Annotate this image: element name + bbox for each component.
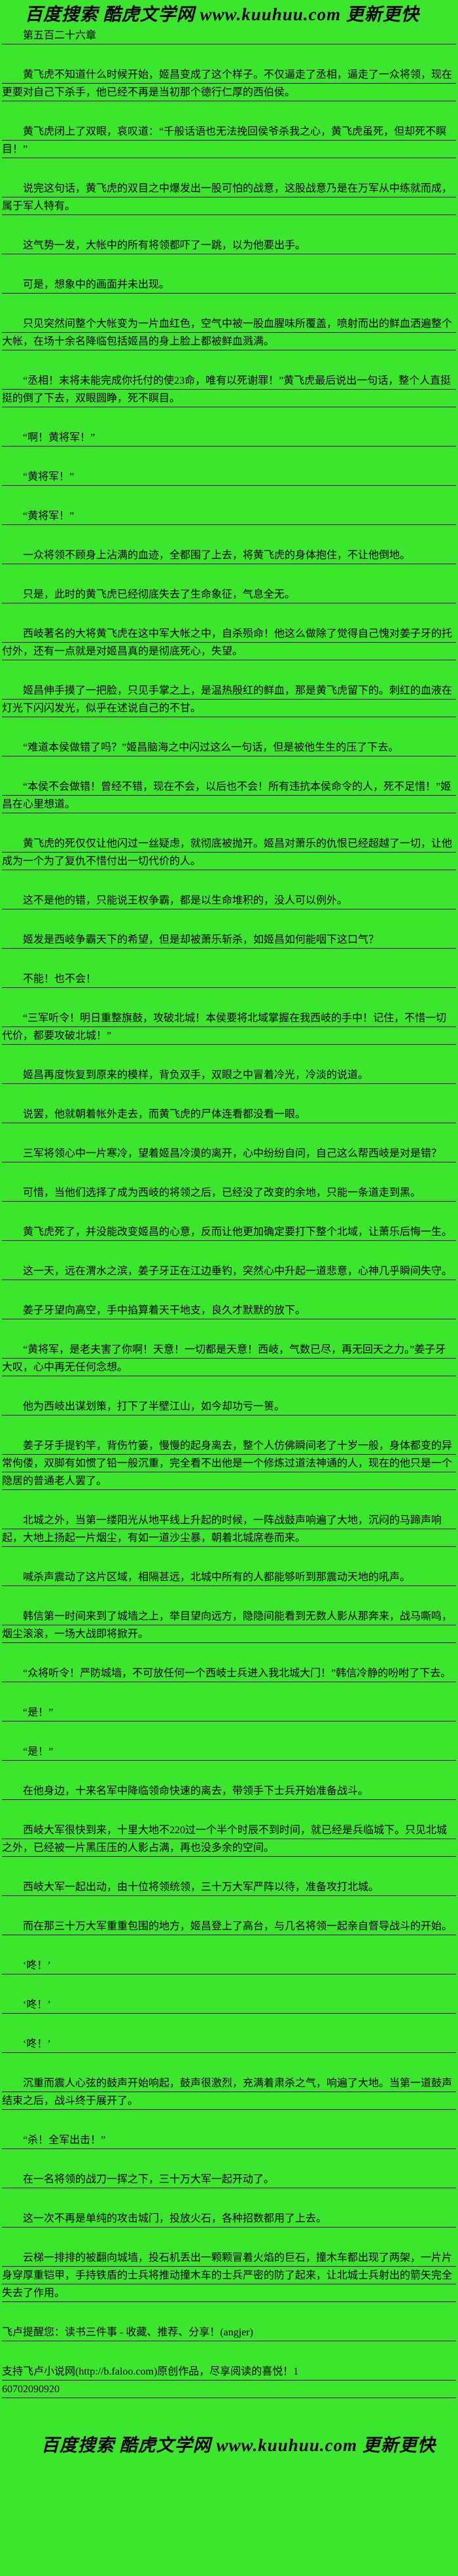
paragraph: “是！” <box>2 1743 456 1761</box>
paragraph: 姬昌再度恢复到原来的模样，背负双手，双眼之中冒着冷光，冷淡的说道。 <box>2 1066 456 1084</box>
paragraph: ‘咚！’ <box>2 2035 456 2053</box>
paragraph: 这一次不再是单纯的攻击城门，投放火石，各种招数都用了上去。 <box>2 2210 456 2228</box>
paragraph: “黄将军！” <box>2 507 456 525</box>
paragraph: 不能！也不会！ <box>2 970 456 988</box>
paragraph: “黄将军，是老夫害了你啊！天意！一切都是天意！西岐，气数已尽，再无回天之力。”姜… <box>2 1341 456 1376</box>
paragraph: 姜子牙手提钓竿，背伤竹篓，慢慢的起身离去，整个人仿佛瞬间老了十岁一般，身体都变的… <box>2 1437 456 1490</box>
paragraph: 说罢，他就朝着帐外走去，而黄飞虎的尸体连看都没看一眼。 <box>2 1106 456 1123</box>
paragraph: 沉重而震人心弦的鼓声开始响起，鼓声很激烈，充满着肃杀之气，响遍了大地。当第一道鼓… <box>2 2075 456 2110</box>
paragraph: 可是，想象中的画面并未出现。 <box>2 276 456 294</box>
paragraph: “众将听令！严防城墙，不可放任何一个西岐士兵进入我北城大门！”韩信冷静的吩咐了下… <box>2 1665 456 1682</box>
paragraph: 黄飞虎闭上了双眼，哀叹道：“千般话语也无法挽回侯爷杀我之心，黄飞虎虽死，但却死不… <box>2 123 456 158</box>
paragraph: 三军将领心中一片寒冷，望着姬昌冷漠的离开，心中纷纷自问，自己这么帮西岐是对是错？ <box>2 1145 456 1162</box>
paragraph: 西岐著名的大将黄飞虎在这中军大帐之中，自杀殒命！他这么做除了觉得自己愧对姜子牙的… <box>2 625 456 660</box>
paragraph: 黄飞虎的死仅仅让他闪过一丝疑虑，就彻底被抛开。姬昌对萧乐的仇恨已经超越了一切，让… <box>2 835 456 870</box>
paragraph: 只是，此时的黄飞虎已经彻底失去了生命象征，气息全无。 <box>2 586 456 603</box>
paragraph: 他为西岐出谋划策，打下了半壁江山，如今却功亏一篑。 <box>2 1398 456 1415</box>
reminder-line: 飞卢提醒您：读书三件事 - 收藏、推荐、分享！(angjer) <box>2 2324 456 2341</box>
paragraph: 北城之外，当第一缕阳光从地平线上升起的时候，一阵战鼓声响遍了大地，沉闷的马蹄声响… <box>2 1512 456 1547</box>
paragraph: “啊！黄将军！” <box>2 429 456 447</box>
paragraph: “三军听令！明日重整旗鼓，攻破北城！本侯要将北域掌握在我西岐的手中！记住，不惜一… <box>2 1009 456 1045</box>
paragraph: 这一天，远在渭水之滨，姜子牙正在江边垂钓，突然心中升起一道悲意，心神几乎瞬间失守… <box>2 1263 456 1280</box>
paragraph: 黄飞虎不知道什么时候开始，姬昌变成了这个样子。不仅逼走了丞相，逼走了一众将领，现… <box>2 66 456 101</box>
paragraph: 这气势一发，大帐中的所有将领都吓了一跳，以为他要出手。 <box>2 237 456 254</box>
paragraph: “本侯不会做错！曾经不错，现在不会，以后也不会！所有违抗本侯命令的人，死不足惜！… <box>2 778 456 813</box>
paragraph: 姜子牙望向高空，手中掐算着天干地支，良久才默默的放下。 <box>2 1302 456 1319</box>
paragraph: 在一名将领的战刀一挥之下，三十万大军一起开动了。 <box>2 2171 456 2188</box>
paragraph: “是！” <box>2 1704 456 1721</box>
support-line-1: 支持飞卢小说网(http://b.faloo.com)原创作品，尽享阅读的喜悦！… <box>2 2366 299 2377</box>
paragraphs: 黄飞虎不知道什么时候开始，姬昌变成了这个样子。不仅逼走了丞相，逼走了一众将领，现… <box>2 66 456 2302</box>
paragraph: ‘咚！’ <box>2 1996 456 2014</box>
chapter-title: 第五百二十六章 <box>2 27 456 44</box>
paragraph: 说完这句话，黄飞虎的双目之中爆发出一股可怕的战意，这股战意乃是在万军从中练就而成… <box>2 180 456 215</box>
site-banner-top: 百度搜索 酷虎文学网 www.kuuhuu.com 更新更快 <box>25 5 419 24</box>
paragraph: 黄飞虎死了，并没能改变姬昌的心意，反而让他更加确定要打下整个北域，让萧乐后悔一生… <box>2 1223 456 1241</box>
support-line-2: 60702090920 <box>2 2384 60 2395</box>
paragraph: “丞相！末将未能完成你托付的使23命，唯有以死谢罪！”黄飞虎最后说出一句话，整个… <box>2 372 456 407</box>
paragraph: “杀！全军出击！” <box>2 2131 456 2149</box>
paragraph: 在他身边，十来名军中降临领命快速的离去，带领手下士兵开始准备战斗。 <box>2 1782 456 1800</box>
paragraph: 一众将领不顾身上沾满的血迹，全都围了上去，将黄飞虎的身体抱住，不让他倒地。 <box>2 547 456 564</box>
novel-page: 百度搜索 酷虎文学网 www.kuuhuu.com 更新更快 第五百二十六章 黄… <box>2 5 456 2455</box>
paragraph: “难道本侯做错了吗？”姬昌脑海之中闪过这么一句话，但是被他生生的压了下去。 <box>2 739 456 756</box>
paragraph: 而在那三十万大军重重包围的地方，姬昌登上了高台，与几名将领一起亲自督导战斗的开始… <box>2 1918 456 1935</box>
paragraph: 西岐大军一起出动，由十位将领统领，三十万大军严阵以待，准备攻打北城。 <box>2 1878 456 1896</box>
support-paragraph: 支持飞卢小说网(http://b.faloo.com)原创作品，尽享阅读的喜悦！… <box>2 2363 456 2398</box>
paragraph: 可惜，当他们选择了成为西岐的将领之后，已经没了改变的余地，只能一条道走到黑。 <box>2 1184 456 1202</box>
paragraph: 韩信第一时间来到了城墙之上，举目望向远方，隐隐间能看到无数人影从那奔来，战马嘶鸣… <box>2 1608 456 1643</box>
paragraph: 西岐大军很快到来，十里大地不220过一个半个时辰不到时间，就已经是兵临城下。只见… <box>2 1822 456 1857</box>
paragraph: 这不是他的错，只能说王权争霸，都是以生命堆积的，没人可以例外。 <box>2 892 456 909</box>
paragraph: “黄将军！” <box>2 468 456 486</box>
site-banner-bottom: 百度搜索 酷虎文学网 www.kuuhuu.com 更新更快 <box>41 2435 436 2455</box>
paragraph: 只见突然间整个大帐变为一片血红色，空气中被一股血腥味所覆盖，喷射而出的鲜血洒遍整… <box>2 315 456 350</box>
paragraph: 姬昌伸手摸了一把脸，只见手掌之上，是温热殷红的鲜血，那是黄飞虎留下的。刺红的血液… <box>2 682 456 717</box>
footer: 飞卢提醒您：读书三件事 - 收藏、推荐、分享！(angjer) 支持飞卢小说网(… <box>2 2324 456 2398</box>
paragraph: ‘咚！’ <box>2 1957 456 1974</box>
paragraph: 姬发是西岐争霸天下的希望，但是却被萧乐斩杀，如姬昌如何能咽下这口气？ <box>2 931 456 949</box>
paragraph: 云梯一排排的被翻向城墙，投石机丢出一颗颗冒着火焰的巨石，撞木车都出现了两架，一片… <box>2 2249 456 2302</box>
paragraph: 喊杀声震动了这片区域，相隔甚远，北城中所有的人都能够听到那震动天地的吼声。 <box>2 1568 456 1586</box>
